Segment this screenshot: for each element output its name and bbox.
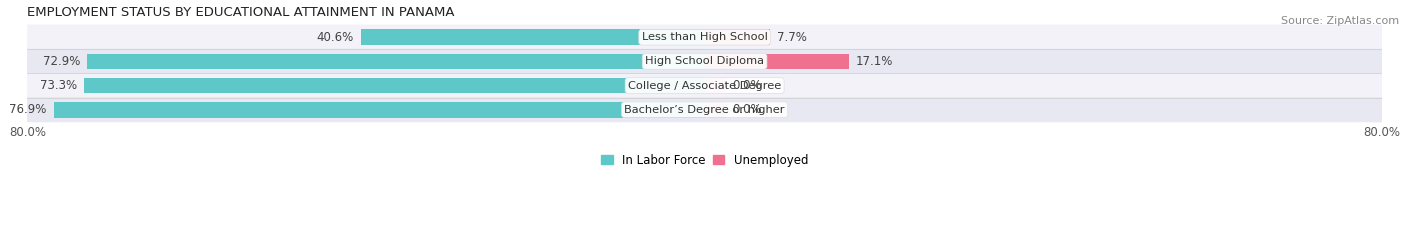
Text: 0.0%: 0.0% (733, 103, 762, 116)
Text: College / Associate Degree: College / Associate Degree (628, 81, 782, 91)
Bar (704, 54, 849, 69)
Text: 76.9%: 76.9% (10, 103, 46, 116)
FancyBboxPatch shape (27, 49, 1382, 74)
Text: 72.9%: 72.9% (44, 55, 80, 68)
Text: 17.1%: 17.1% (856, 55, 894, 68)
Bar (704, 29, 770, 45)
FancyBboxPatch shape (27, 25, 1382, 50)
Legend: In Labor Force, Unemployed: In Labor Force, Unemployed (596, 149, 813, 172)
Text: EMPLOYMENT STATUS BY EDUCATIONAL ATTAINMENT IN PANAMA: EMPLOYMENT STATUS BY EDUCATIONAL ATTAINM… (27, 6, 454, 19)
Text: High School Diploma: High School Diploma (645, 56, 763, 66)
Text: 73.3%: 73.3% (41, 79, 77, 92)
Text: 7.7%: 7.7% (776, 31, 807, 44)
Bar (361, 29, 704, 45)
Text: Source: ZipAtlas.com: Source: ZipAtlas.com (1281, 16, 1399, 26)
Bar (704, 102, 725, 118)
Bar (704, 78, 725, 93)
Text: 40.6%: 40.6% (316, 31, 354, 44)
FancyBboxPatch shape (27, 73, 1382, 98)
Text: Bachelor’s Degree or higher: Bachelor’s Degree or higher (624, 105, 785, 115)
FancyBboxPatch shape (27, 97, 1382, 122)
Bar (84, 78, 704, 93)
Text: 0.0%: 0.0% (733, 79, 762, 92)
Text: Less than High School: Less than High School (641, 32, 768, 42)
Bar (87, 54, 704, 69)
Bar (53, 102, 704, 118)
